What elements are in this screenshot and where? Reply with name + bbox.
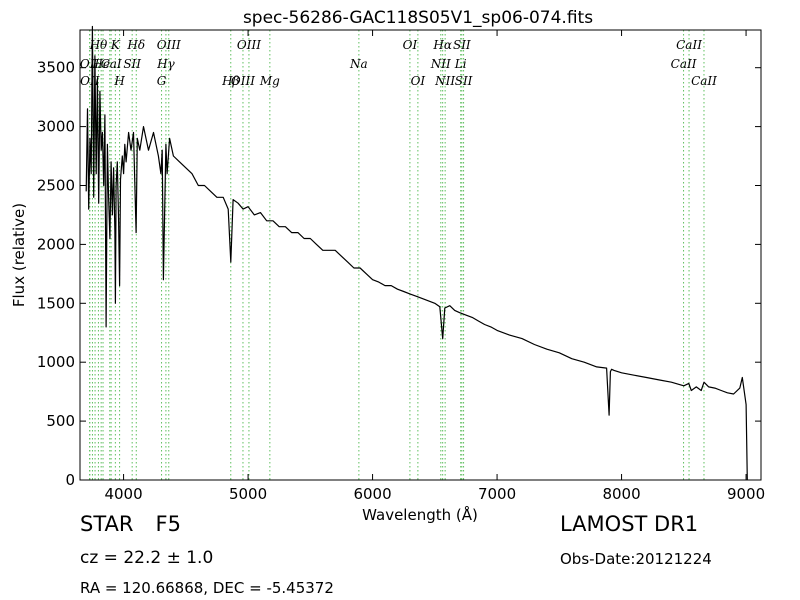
spectral-line-label: Hθ [89, 38, 108, 52]
x-tick-label: 5000 [229, 485, 267, 503]
spectrum-series [85, 25, 748, 481]
y-tick-label: 2000 [37, 235, 75, 253]
spectrum-line [85, 25, 748, 481]
y-tick-label: 2500 [37, 176, 75, 194]
y-tick-label: 0 [65, 471, 75, 489]
object-class: STAR [80, 512, 134, 536]
y-tick-label: 1500 [37, 294, 75, 312]
x-tick-label: 9000 [727, 485, 765, 503]
spectral-line-label: Na [349, 57, 368, 71]
spectral-line-label: Hγ [156, 57, 175, 71]
x-axis-ticks: 4000 5000 6000 7000 8000 9000 [104, 30, 765, 503]
spectral-line-label: OI [411, 74, 426, 88]
spectral-line-label: OIII [237, 38, 261, 52]
spectral-line-label: K [110, 38, 121, 52]
y-axis-label: Flux (relative) [10, 203, 28, 307]
y-tick-label: 500 [46, 412, 75, 430]
spectral-line-label: OII [80, 74, 100, 88]
x-tick-label: 6000 [353, 485, 391, 503]
survey-label: LAMOST DR1 [560, 512, 699, 536]
spectral-line-label: CaII [671, 57, 697, 71]
spectral-line-label: NII [434, 74, 455, 88]
spectral-line-label: Li [454, 57, 467, 71]
y-tick-label: 3000 [37, 118, 75, 136]
spectral-line-label: SII [455, 74, 473, 88]
spectral-line-label: Hβ [221, 74, 239, 88]
x-axis-label: Wavelength (Å) [362, 505, 478, 524]
spectral-line-label: OI [403, 38, 418, 52]
spectral-line-label: CaII [676, 38, 702, 52]
x-tick-label: 7000 [478, 485, 516, 503]
spectral-line-label: CaI [101, 57, 122, 71]
object-subclass: F5 [155, 512, 181, 536]
object-class-label: STAR F5 [80, 512, 181, 536]
spectral-line-label: OIII [231, 74, 255, 88]
spectral-line-label: CaII [691, 74, 717, 88]
spectral-line-label: Mg [259, 74, 280, 88]
y-tick-label: 1000 [37, 353, 75, 371]
spectral-line-label: Hδ [126, 38, 145, 52]
redshift-label: cz = 22.2 ± 1.0 [80, 548, 214, 568]
spectral-line-label: OIII [157, 38, 181, 52]
obs-date-label: Obs-Date:20121224 [560, 550, 712, 568]
x-tick-label: 8000 [602, 485, 640, 503]
x-tick-label: 4000 [104, 485, 142, 503]
plot-frame [79, 29, 762, 481]
y-tick-label: 3500 [37, 59, 75, 77]
spectral-line-label: H [113, 74, 125, 88]
spectral-line-label: G [157, 74, 167, 88]
y-axis-ticks: 0 500 1000 1500 2000 2500 3000 3500 [37, 59, 761, 489]
spectral-line-label: SII [453, 38, 471, 52]
spectral-line-label: NII [430, 57, 451, 71]
line-markers [89, 30, 705, 480]
chart-title: spec-56286-GAC118S05V1_sp06-074.fits [243, 8, 593, 28]
spectral-line-label: Hα [432, 38, 452, 52]
spectral-line-label: SII [123, 57, 141, 71]
radec-label: RA = 120.66868, DEC = -5.45372 [80, 579, 334, 597]
spectral-line-label: He [91, 57, 110, 71]
